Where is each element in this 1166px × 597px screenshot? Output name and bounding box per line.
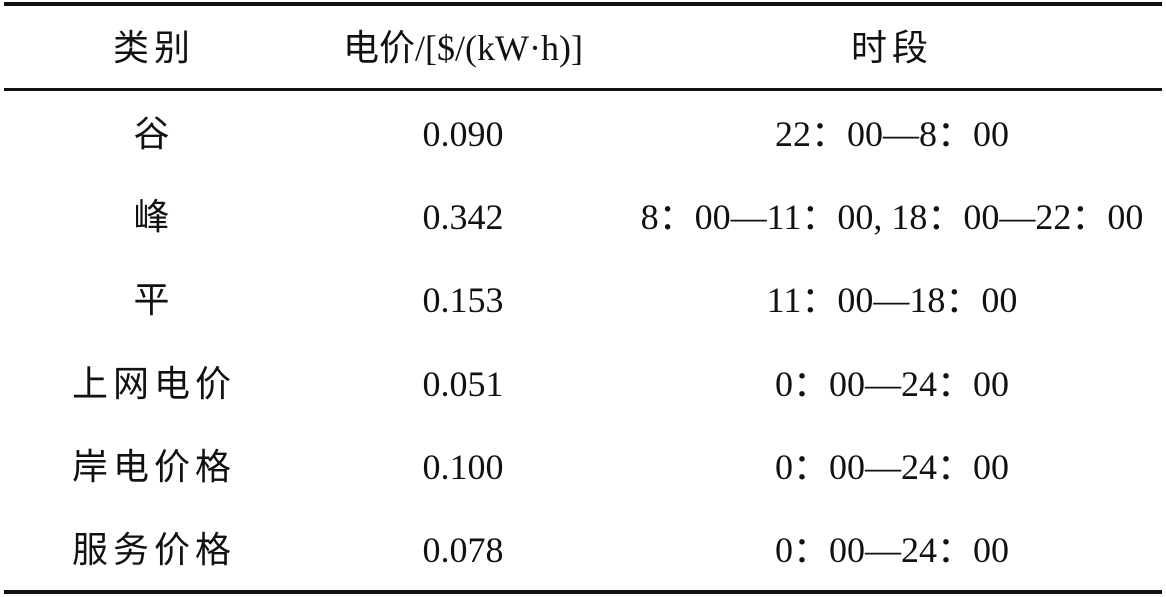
period-cell: 0：00—24：00: [774, 530, 1009, 570]
price-cell: 0.100: [422, 447, 504, 487]
table-row: 平 0.153 11：00—18：00: [0, 274, 1166, 326]
category-cell: 谷: [133, 114, 175, 154]
table-row: 谷 0.090 22：00—8：00: [0, 108, 1166, 160]
category-cell: 平: [133, 280, 175, 320]
price-cell: 0.078: [422, 530, 504, 570]
category-cell: 上网电价: [71, 364, 236, 404]
header-category: 类别: [112, 28, 195, 68]
period-cell: 11：00—18：00: [766, 280, 1018, 320]
table-header-rule: [4, 88, 1162, 91]
table-row: 岸电价格 0.100 0：00—24：00: [0, 441, 1166, 493]
table-row: 上网电价 0.051 0：00—24：00: [0, 358, 1166, 410]
period-cell: 22：00—8：00: [774, 114, 1009, 154]
header-price: 电价/[$/(kW·h)]: [343, 28, 583, 68]
header-period: 时段: [850, 28, 933, 68]
period-cell: 8：00—11：00, 18：00—22：00: [640, 197, 1144, 237]
table-bottom-rule: [4, 590, 1162, 594]
price-cell: 0.342: [422, 197, 504, 237]
table-row: 峰 0.342 8：00—11：00, 18：00—22：00: [0, 191, 1166, 243]
period-cell: 0：00—24：00: [774, 447, 1009, 487]
category-cell: 峰: [133, 197, 175, 237]
table-row: 服务价格 0.078 0：00—24：00: [0, 524, 1166, 576]
table-top-rule: [4, 2, 1162, 6]
category-cell: 服务价格: [71, 530, 236, 570]
category-cell: 岸电价格: [71, 447, 236, 487]
period-cell: 0：00—24：00: [774, 364, 1009, 404]
table-header-row: 类别 电价/[$/(kW·h)] 时段: [0, 22, 1166, 74]
price-cell: 0.090: [422, 114, 504, 154]
price-cell: 0.051: [422, 364, 504, 404]
price-cell: 0.153: [422, 280, 504, 320]
